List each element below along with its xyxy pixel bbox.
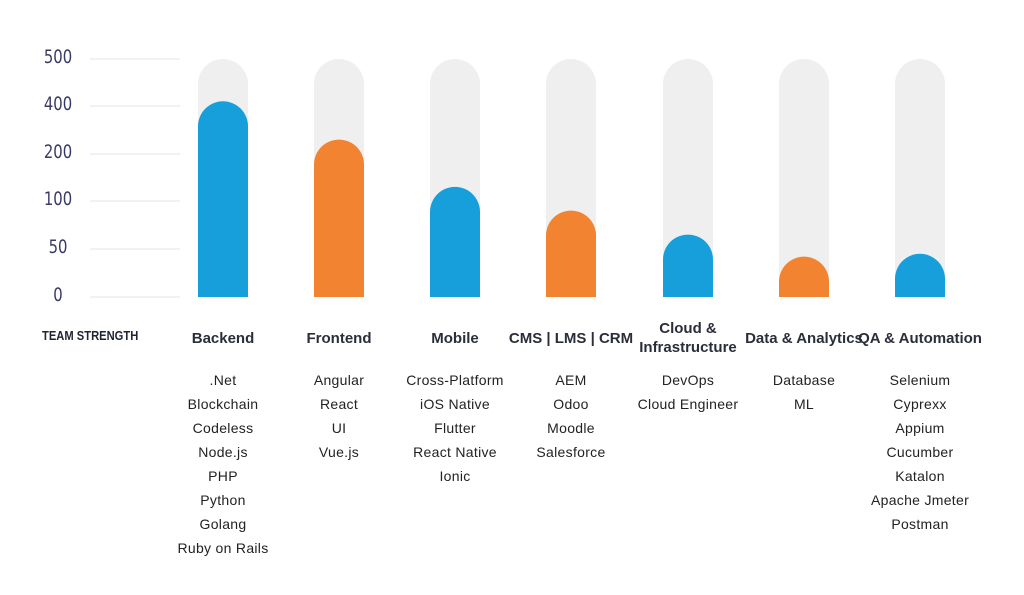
tech-item: React: [319, 396, 359, 412]
category-label: QA & Automation: [858, 329, 982, 347]
tech-item: Database: [772, 372, 836, 388]
y-tick-label: 400: [43, 93, 73, 115]
tech-item: Flutter: [434, 420, 476, 436]
category-column: Data & Analytics Database ML: [729, 316, 879, 416]
bar-mobile: [430, 186, 480, 297]
tech-item: UI: [331, 420, 347, 436]
tech-item: Postman: [891, 516, 949, 532]
y-tick-label: 500: [43, 46, 73, 68]
category-column: QA & Automation Selenium Cyprexx Appium Cucu…: [845, 316, 995, 536]
tech-list: AEM Odoo Moodle Salesforce: [496, 368, 646, 464]
grid-lines: [90, 58, 180, 298]
tech-item: DevOps: [661, 372, 715, 388]
bar-qa-automation: [895, 253, 945, 297]
tech-list: .Net Blockchain Codeless Node.js PHP Python Go…: [148, 368, 298, 560]
tech-item: Node.js: [198, 444, 248, 460]
bar-track-data-analytics: [779, 59, 829, 297]
bar-group: [198, 59, 945, 297]
bar-track-qa-automation: [895, 59, 945, 297]
tech-item: Apache Jmeter: [870, 492, 970, 508]
bar-cms-lms-crm: [546, 210, 596, 297]
tech-item: AEM: [555, 372, 587, 388]
tech-item: Blockchain: [187, 396, 259, 412]
bar-cloud-infrastructure: [663, 234, 713, 297]
category-column: Frontend Angular React UI Vue.js: [264, 316, 414, 464]
y-axis-label: TEAM STRENGTH: [42, 328, 139, 343]
chart-canvas: [90, 58, 945, 298]
tech-item: Vue.js: [318, 444, 360, 460]
tech-item: .Net: [209, 372, 237, 388]
tech-list: Database ML: [729, 368, 879, 416]
y-tick-label: 200: [43, 141, 73, 163]
category-label: Mobile: [431, 329, 479, 347]
tech-item: iOS Native: [420, 396, 490, 412]
category-column: Cloud & Infrastructure DevOps Cloud Engine…: [613, 316, 763, 416]
tech-item: Cyprexx: [893, 396, 947, 412]
tech-item: Salesforce: [536, 444, 606, 460]
tech-item: Ruby on Rails: [177, 540, 269, 556]
tech-item: Moodle: [547, 420, 595, 436]
y-tick-label: 100: [43, 188, 73, 210]
tech-item: Cucumber: [886, 444, 954, 460]
tech-item: Selenium: [889, 372, 951, 388]
tech-item: Appium: [895, 420, 945, 436]
tech-item: Codeless: [192, 420, 254, 436]
bar-backend: [198, 101, 248, 297]
category-label: Frontend: [306, 329, 372, 347]
tech-item: Golang: [199, 516, 247, 532]
category-column: Backend .Net Blockchain Codeless Node.js PHP P…: [148, 316, 298, 560]
tech-item: PHP: [208, 468, 238, 484]
category-label: CMS | LMS | CRM: [508, 329, 634, 347]
tech-item: Katalon: [895, 468, 945, 484]
bar-data-analytics: [779, 256, 829, 297]
category-column: CMS | LMS | CRM AEM Odoo Moodle Salesforce: [496, 316, 646, 464]
tech-item: Ionic: [439, 468, 471, 484]
bar-frontend: [314, 139, 364, 297]
tech-item: React Native: [413, 444, 497, 460]
tech-list: Cross-Platform iOS Native Flutter React Nat…: [380, 368, 530, 488]
tech-item: ML: [793, 396, 815, 412]
tech-item: Angular: [313, 372, 365, 388]
tech-list: DevOps Cloud Engineer: [613, 368, 763, 416]
category-label: Backend: [191, 329, 255, 347]
tech-item: Cloud Engineer: [637, 396, 739, 412]
category-label: Data & Analytics: [745, 329, 863, 347]
y-tick-label: 0: [53, 284, 63, 306]
y-tick-label: 50: [48, 236, 68, 258]
tech-item: Odoo: [553, 396, 589, 412]
tech-list: Angular React UI Vue.js: [264, 368, 414, 464]
bar-track-cloud-infrastructure: [663, 59, 713, 297]
category-label: Cloud & Infrastructure: [639, 320, 737, 356]
tech-item: Python: [200, 492, 246, 508]
tech-list: Selenium Cyprexx Appium Cucumber Katalon Apac…: [845, 368, 995, 536]
category-column: Mobile Cross-Platform iOS Native Flutter Rea…: [380, 316, 530, 488]
tech-item: Cross-Platform: [406, 372, 504, 388]
